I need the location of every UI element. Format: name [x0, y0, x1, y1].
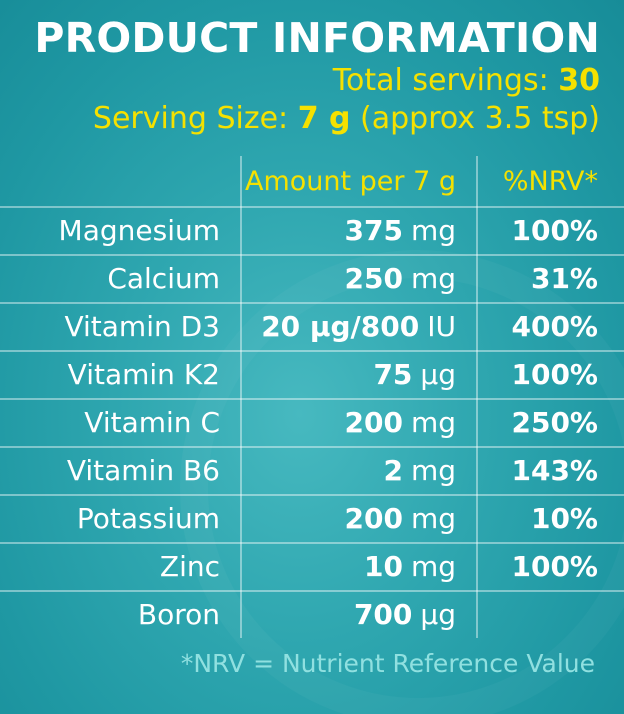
- total-servings-label: Total servings:: [332, 63, 549, 98]
- serving-size-value: 7 g: [297, 101, 351, 136]
- nutrition-table-divider-amount-nrv: [476, 156, 478, 638]
- nutrient-amount-unit: mg: [410, 261, 456, 295]
- nutrient-name: Potassium: [76, 501, 220, 535]
- table-row-divider: [0, 446, 624, 448]
- table-row-vitamin-d3: Vitamin D3 20 µg/800 IU 400%: [0, 302, 624, 350]
- table-row-divider: [0, 398, 624, 400]
- nutrition-table-header: Amount per 7 g %NRV*: [0, 156, 624, 206]
- nutrient-amount-unit: mg: [410, 501, 456, 535]
- nutrient-amount-unit: mg: [410, 405, 456, 439]
- nutrient-amount-unit: µg: [420, 597, 456, 631]
- nutrition-table: Amount per 7 g %NRV* Magnesium 375 mg 100…: [0, 156, 624, 638]
- nutrient-amount: 2 mg: [240, 446, 477, 494]
- nutrient-nrv: 100%: [511, 357, 598, 391]
- nutrient-amount-unit: mg: [410, 453, 456, 487]
- serving-size-label: Serving Size:: [92, 101, 289, 136]
- nutrient-name: Boron: [137, 597, 220, 631]
- nrv-footnote: *NRV = Nutrient Reference Value: [180, 649, 595, 678]
- total-servings-line: Total servings: 30: [34, 62, 600, 100]
- nutrient-nrv: 100%: [511, 213, 598, 247]
- nutrient-nrv: 400%: [511, 309, 598, 343]
- nutrient-nrv: 143%: [511, 453, 598, 487]
- table-row-vitamin-k2: Vitamin K2 75 µg 100%: [0, 350, 624, 398]
- nutrient-amount: 200 mg: [240, 398, 477, 446]
- table-row-potassium: Potassium 200 mg 10%: [0, 494, 624, 542]
- nutrient-amount: 700 µg: [240, 590, 477, 638]
- nutrient-name: Zinc: [159, 549, 220, 583]
- nutrient-amount: 10 mg: [240, 542, 477, 590]
- nutrient-nrv: 250%: [511, 405, 598, 439]
- table-row-boron: Boron 700 µg: [0, 590, 624, 638]
- nutrient-amount-value: 10: [363, 549, 403, 583]
- nutrient-amount-value: 75: [373, 357, 413, 391]
- table-row-calcium: Calcium 250 mg 31%: [0, 254, 624, 302]
- nutrient-nrv: [477, 590, 624, 638]
- total-servings-value: 30: [558, 63, 600, 98]
- nutrient-column-header: [0, 156, 240, 206]
- table-row-divider: [0, 254, 624, 256]
- nutrient-amount: 375 mg: [240, 206, 477, 254]
- nutrient-amount-unit: µg: [420, 357, 456, 391]
- nutrient-amount-unit: mg: [410, 213, 456, 247]
- nutrient-name: Calcium: [107, 261, 220, 295]
- nutrient-amount-value: 20 µg/800: [261, 309, 420, 343]
- nutrient-name: Vitamin K2: [67, 357, 220, 391]
- nutrient-name: Vitamin B6: [66, 453, 220, 487]
- nutrition-table-divider-name-amount: [240, 156, 242, 638]
- table-row-zinc: Zinc 10 mg 100%: [0, 542, 624, 590]
- product-information-title: PRODUCT INFORMATION: [34, 14, 600, 62]
- table-row-divider: [0, 494, 624, 496]
- nutrient-name: Magnesium: [58, 213, 220, 247]
- nutrient-amount-value: 200: [344, 501, 403, 535]
- nutrient-amount: 200 mg: [240, 494, 477, 542]
- table-row-vitamin-b6: Vitamin B6 2 mg 143%: [0, 446, 624, 494]
- nutrient-amount-value: 250: [344, 261, 403, 295]
- table-row-vitamin-c: Vitamin C 200 mg 250%: [0, 398, 624, 446]
- table-row-divider: [0, 350, 624, 352]
- nrv-column-header: %NRV*: [502, 165, 598, 197]
- nutrient-nrv: 10%: [530, 501, 598, 535]
- nutrient-amount: 75 µg: [240, 350, 477, 398]
- nutrient-name: Vitamin C: [84, 405, 220, 439]
- nutrient-amount-value: 700: [353, 597, 413, 631]
- table-row-divider: [0, 302, 624, 304]
- nutrient-name: Vitamin D3: [64, 309, 220, 343]
- nutrient-amount-value: 2: [383, 453, 403, 487]
- table-row-divider: [0, 590, 624, 592]
- nutrient-nrv: 31%: [530, 261, 598, 295]
- nutrient-amount-unit: mg: [410, 549, 456, 583]
- serving-size-line: Serving Size: 7 g (approx 3.5 tsp): [34, 100, 600, 138]
- nutrient-amount-unit: IU: [427, 309, 456, 343]
- table-row-divider: [0, 206, 624, 208]
- product-information-header: PRODUCT INFORMATION Total servings: 30 S…: [34, 14, 600, 138]
- nutrient-amount-value: 200: [344, 405, 403, 439]
- nutrient-amount: 250 mg: [240, 254, 477, 302]
- table-row-magnesium: Magnesium 375 mg 100%: [0, 206, 624, 254]
- nutrient-nrv: 100%: [511, 549, 598, 583]
- nutrient-amount: 20 µg/800 IU: [240, 302, 477, 350]
- serving-size-note: (approx 3.5 tsp): [360, 101, 600, 136]
- nutrient-amount-value: 375: [344, 213, 403, 247]
- table-row-divider: [0, 542, 624, 544]
- amount-column-header: Amount per 7 g: [244, 165, 456, 197]
